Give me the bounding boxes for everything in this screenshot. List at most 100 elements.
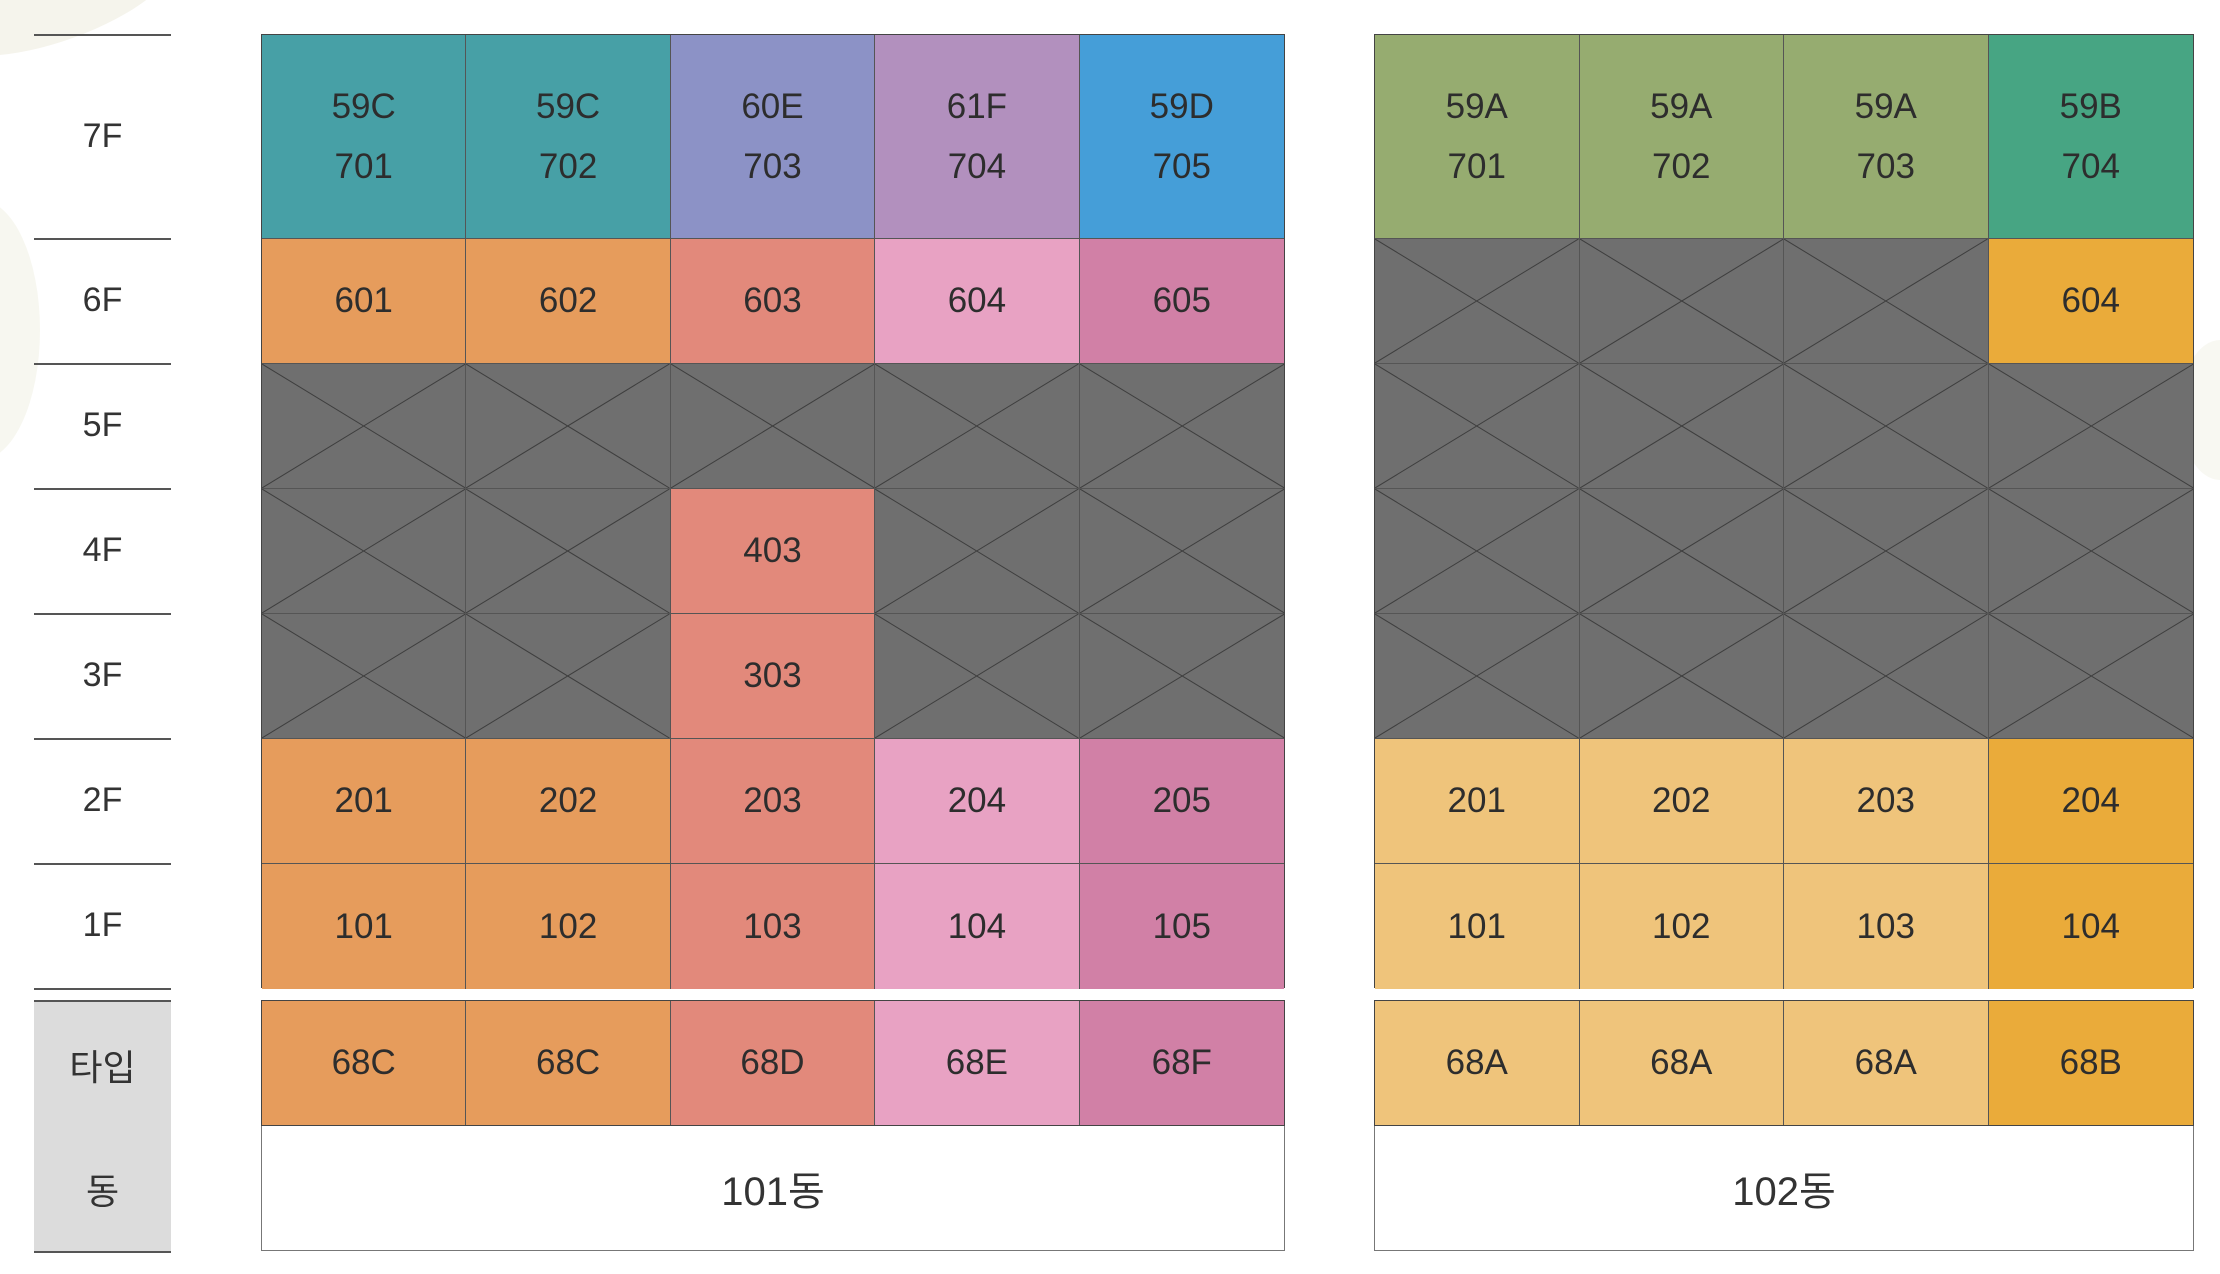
unit-cell: 202 xyxy=(1579,739,1784,864)
unit-number: 204 xyxy=(2061,781,2120,820)
unit-cell: 203 xyxy=(670,739,876,864)
unavailable-unit-cell xyxy=(1079,489,1284,614)
blocked-cross-icon xyxy=(1784,364,1988,488)
unavailable-unit-cell xyxy=(262,489,467,614)
unit-number: 604 xyxy=(947,281,1007,320)
unit-type-label: 59A xyxy=(1650,86,1713,126)
dong-row-label: 동 xyxy=(34,1126,171,1253)
unit-number: 602 xyxy=(538,281,598,320)
type-cell: 68E xyxy=(875,1001,1080,1125)
unit-number: 705 xyxy=(1152,146,1211,186)
blocked-cross-icon xyxy=(262,364,465,488)
unavailable-unit-cell xyxy=(875,489,1080,614)
unit-number: 704 xyxy=(2061,146,2120,186)
type-cell: 68A xyxy=(1579,1001,1784,1125)
unit-cell: 59A 702 xyxy=(1579,35,1784,239)
unit-cell: 59C 702 xyxy=(466,35,671,239)
building-102-type-row: 68A 68A 68A 68B xyxy=(1374,1000,2194,1126)
unavailable-unit-cell xyxy=(1375,364,1580,489)
unit-number: 303 xyxy=(743,656,802,695)
unit-type-label: 61F xyxy=(946,86,1008,126)
unavailable-unit-cell xyxy=(1375,614,1580,739)
unit-number: 601 xyxy=(334,281,393,320)
floor-label: 2F xyxy=(82,781,123,819)
type-cell: 68A xyxy=(1375,1001,1580,1125)
unit-number: 201 xyxy=(1447,781,1506,820)
blocked-cross-icon xyxy=(1580,489,1784,613)
unit-type-label: 59A xyxy=(1854,86,1917,126)
floor-divider xyxy=(34,613,171,615)
unit-cell: 605 xyxy=(1079,239,1284,364)
unit-number: 605 xyxy=(1152,281,1211,320)
unit-cell: 204 xyxy=(1988,739,2193,864)
unit-cell: 59A 703 xyxy=(1784,35,1989,239)
unit-cell: 205 xyxy=(1079,739,1284,864)
type-cell: 68C xyxy=(262,1001,467,1125)
unit-number: 105 xyxy=(1152,906,1211,946)
floor-label: 4F xyxy=(82,531,123,569)
unit-number: 102 xyxy=(1652,906,1711,946)
blocked-cross-icon xyxy=(1989,489,2194,613)
blocked-cross-icon xyxy=(1580,239,1784,363)
building-101-name: 101동 xyxy=(261,1126,1285,1251)
unit-number: 202 xyxy=(538,781,598,820)
unavailable-unit-cell xyxy=(1988,614,2193,739)
unit-cell: 105 xyxy=(1079,864,1284,989)
unavailable-unit-cell xyxy=(1784,489,1989,614)
type-cell: 68A xyxy=(1784,1001,1989,1125)
unit-number: 202 xyxy=(1652,781,1711,820)
unavailable-unit-cell xyxy=(1784,364,1989,489)
blocked-cross-icon xyxy=(875,614,1078,738)
building-101-floor-grid: 59C 701 59C 702 60E 703 61F 704 59D 705 601 602 603 6… xyxy=(261,34,1285,989)
unavailable-unit-cell xyxy=(1579,364,1784,489)
blocked-cross-icon xyxy=(1080,364,1284,488)
building-102-floor-grid: 59A 701 59A 702 59A 703 59B 704 604 201 202 203 204 1… xyxy=(1374,34,2194,989)
floor-divider xyxy=(34,488,171,490)
blocked-cross-icon xyxy=(1784,614,1988,738)
unavailable-unit-cell xyxy=(1579,489,1784,614)
unit-number: 403 xyxy=(743,531,802,570)
unavailable-unit-cell xyxy=(1579,239,1784,364)
blocked-cross-icon xyxy=(262,489,465,613)
unavailable-unit-cell xyxy=(1988,364,2193,489)
unit-cell: 59C 701 xyxy=(262,35,467,239)
unit-number: 702 xyxy=(538,146,598,186)
floor-label: 6F xyxy=(82,281,123,319)
unavailable-unit-cell xyxy=(1079,364,1284,489)
unit-cell: 604 xyxy=(1988,239,2193,364)
unavailable-unit-cell xyxy=(466,364,671,489)
unit-number: 201 xyxy=(334,781,393,820)
unavailable-unit-cell xyxy=(1375,489,1580,614)
unavailable-unit-cell xyxy=(875,614,1080,739)
unavailable-unit-cell xyxy=(1079,614,1284,739)
blocked-cross-icon xyxy=(1375,239,1579,363)
unavailable-unit-cell xyxy=(466,489,671,614)
type-cell: 68F xyxy=(1079,1001,1284,1125)
unit-number: 701 xyxy=(1447,146,1506,186)
unit-cell: 201 xyxy=(262,739,467,864)
floor-label: 3F xyxy=(82,656,123,694)
unit-cell: 59D 705 xyxy=(1079,35,1284,239)
floor-divider xyxy=(34,363,171,365)
unit-cell: 204 xyxy=(875,739,1080,864)
unit-number: 103 xyxy=(743,906,802,946)
unavailable-unit-cell xyxy=(1784,614,1989,739)
unavailable-unit-cell xyxy=(262,614,467,739)
unit-cell: 101 xyxy=(262,864,467,989)
blocked-cross-icon xyxy=(1375,364,1579,488)
unavailable-unit-cell xyxy=(1784,239,1989,364)
unavailable-unit-cell xyxy=(1375,239,1580,364)
blocked-cross-icon xyxy=(1375,489,1579,613)
unit-cell: 202 xyxy=(466,739,671,864)
unit-cell: 104 xyxy=(875,864,1080,989)
blocked-cross-icon xyxy=(466,489,669,613)
type-row-label: 타입 xyxy=(34,1000,171,1130)
floor-divider xyxy=(34,34,171,36)
unit-type-label: 60E xyxy=(741,86,804,126)
blocked-cross-icon xyxy=(262,614,465,738)
type-cell: 68C xyxy=(466,1001,671,1125)
unit-number: 203 xyxy=(1856,781,1915,820)
building-101-type-row: 68C 68C 68D 68E 68F xyxy=(261,1000,1285,1126)
floor-label: 5F xyxy=(82,406,123,444)
unit-cell: 103 xyxy=(1784,864,1989,989)
